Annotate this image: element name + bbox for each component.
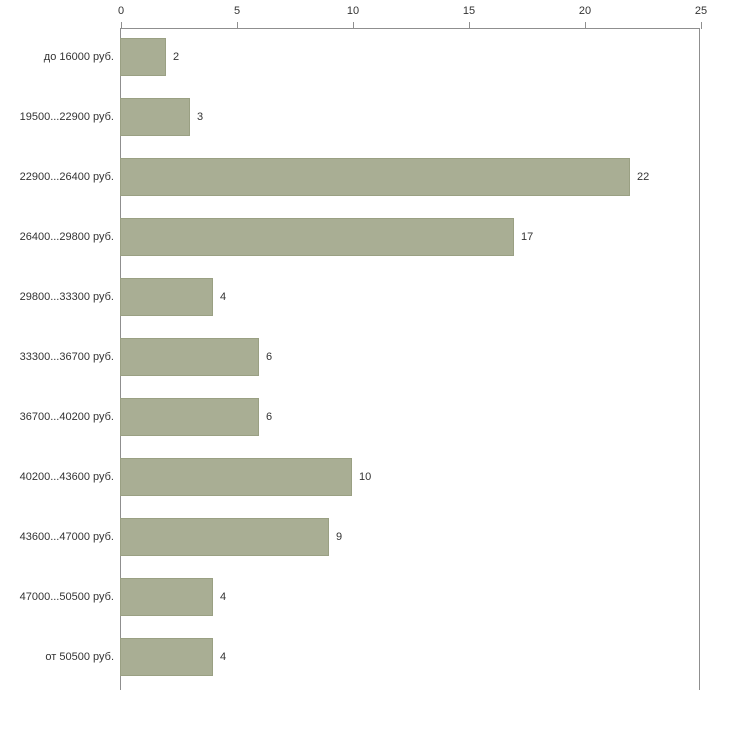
bar-value-label: 4 <box>220 591 227 603</box>
bar-row: до 16000 руб. 2 <box>0 38 730 76</box>
x-axis-tick-label: 10 <box>346 5 360 17</box>
bar-value-label: 6 <box>266 411 273 423</box>
bar-value-label: 10 <box>359 471 372 483</box>
bar-row: 22900...26400 руб. 22 <box>0 158 730 196</box>
x-axis-tick <box>121 22 122 29</box>
bar <box>120 158 630 196</box>
bar <box>120 458 352 496</box>
bar-row: 26400...29800 руб. 17 <box>0 218 730 256</box>
bar <box>120 398 259 436</box>
category-label: 40200...43600 руб. <box>19 471 114 483</box>
bar-value-label: 3 <box>197 111 204 123</box>
bar <box>120 518 329 556</box>
category-label: 36700...40200 руб. <box>19 411 114 423</box>
x-axis-tick-label: 25 <box>694 5 708 17</box>
category-label: 19500...22900 руб. <box>19 111 114 123</box>
bar <box>120 38 166 76</box>
category-label: до 16000 руб. <box>43 51 114 63</box>
bar-value-label: 2 <box>173 51 180 63</box>
x-axis-tick-label: 20 <box>578 5 592 17</box>
bar-row: 47000...50500 руб. 4 <box>0 578 730 616</box>
bar-value-label: 9 <box>336 531 343 543</box>
category-label: от 50500 руб. <box>45 651 114 663</box>
bar <box>120 578 213 616</box>
bar-row: 36700...40200 руб. 6 <box>0 398 730 436</box>
category-label: 26400...29800 руб. <box>19 231 114 243</box>
x-axis-tick <box>353 22 354 29</box>
bar-value-label: 4 <box>220 291 227 303</box>
x-axis-tick-label: 0 <box>117 5 125 17</box>
bar-row: 29800...33300 руб. 4 <box>0 278 730 316</box>
bar <box>120 218 514 256</box>
x-axis-tick <box>701 22 702 29</box>
category-label: 47000...50500 руб. <box>19 591 114 603</box>
x-axis-tick-label: 15 <box>462 5 476 17</box>
category-label: 33300...36700 руб. <box>19 351 114 363</box>
bar-row: 40200...43600 руб. 10 <box>0 458 730 496</box>
bar-row: 19500...22900 руб. 3 <box>0 98 730 136</box>
bar-value-label: 22 <box>637 171 650 183</box>
bar-value-label: 6 <box>266 351 273 363</box>
x-axis-tick-label: 5 <box>233 5 241 17</box>
category-label: 29800...33300 руб. <box>19 291 114 303</box>
bar <box>120 338 259 376</box>
bar-value-label: 4 <box>220 651 227 663</box>
category-label: 43600...47000 руб. <box>19 531 114 543</box>
bar-row: 43600...47000 руб. 9 <box>0 518 730 556</box>
x-axis-tick <box>237 22 238 29</box>
bar-row: от 50500 руб. 4 <box>0 638 730 676</box>
x-axis-tick <box>469 22 470 29</box>
x-axis-tick <box>585 22 586 29</box>
bar <box>120 98 190 136</box>
bar-value-label: 17 <box>521 231 534 243</box>
bar-row: 33300...36700 руб. 6 <box>0 338 730 376</box>
bar <box>120 638 213 676</box>
bar <box>120 278 213 316</box>
category-label: 22900...26400 руб. <box>19 171 114 183</box>
